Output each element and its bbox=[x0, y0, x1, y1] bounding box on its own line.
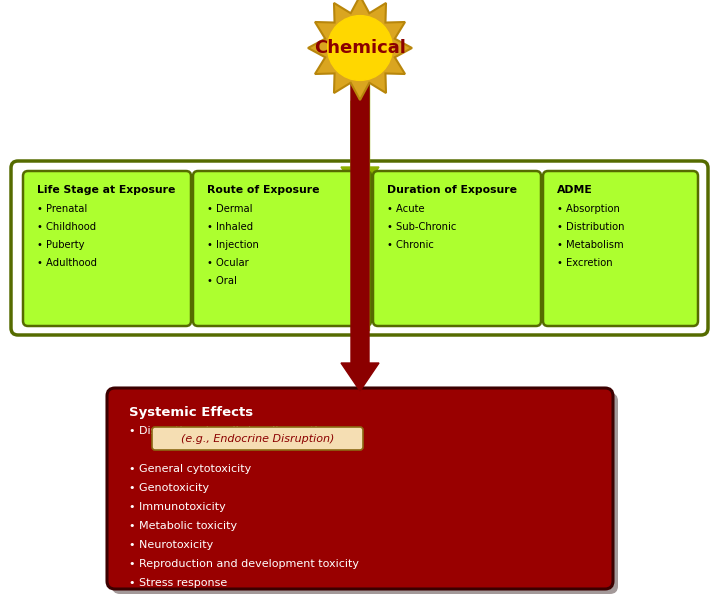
Text: • Absorption: • Absorption bbox=[557, 204, 620, 214]
Text: • Oral: • Oral bbox=[207, 276, 237, 286]
FancyBboxPatch shape bbox=[107, 388, 613, 589]
FancyBboxPatch shape bbox=[373, 171, 541, 326]
Text: • Genotoxicity: • Genotoxicity bbox=[129, 483, 209, 493]
Text: • Metabolic toxicity: • Metabolic toxicity bbox=[129, 521, 237, 531]
FancyBboxPatch shape bbox=[112, 393, 618, 594]
FancyBboxPatch shape bbox=[193, 171, 371, 326]
FancyBboxPatch shape bbox=[23, 171, 191, 326]
Text: • Reproduction and development toxicity: • Reproduction and development toxicity bbox=[129, 559, 359, 569]
Text: • Immunotoxicity: • Immunotoxicity bbox=[129, 502, 226, 512]
Text: Chemical: Chemical bbox=[314, 39, 406, 57]
Text: ADME: ADME bbox=[557, 185, 592, 195]
Text: • Prenatal: • Prenatal bbox=[37, 204, 87, 214]
Text: • Ocular: • Ocular bbox=[207, 258, 249, 268]
FancyArrow shape bbox=[351, 81, 369, 330]
Text: • Injection: • Injection bbox=[207, 240, 259, 250]
Text: Route of Exposure: Route of Exposure bbox=[207, 185, 319, 195]
Text: • Inhaled: • Inhaled bbox=[207, 222, 253, 232]
FancyArrow shape bbox=[341, 101, 379, 195]
Circle shape bbox=[328, 16, 393, 80]
Text: (e.g., Endocrine Disruption): (e.g., Endocrine Disruption) bbox=[180, 434, 334, 443]
Text: • Acute: • Acute bbox=[387, 204, 425, 214]
Text: • Childhood: • Childhood bbox=[37, 222, 96, 232]
Text: Duration of Exposure: Duration of Exposure bbox=[387, 185, 517, 195]
Text: • Disruptions in cell signaling pathways: • Disruptions in cell signaling pathways bbox=[129, 426, 350, 436]
Text: • Stress response: • Stress response bbox=[129, 578, 227, 588]
Text: • Chronic: • Chronic bbox=[387, 240, 434, 250]
Text: Life Stage at Exposure: Life Stage at Exposure bbox=[37, 185, 175, 195]
FancyBboxPatch shape bbox=[11, 161, 708, 335]
Text: Systemic Effects: Systemic Effects bbox=[129, 406, 253, 419]
Text: • Neurotoxicity: • Neurotoxicity bbox=[129, 540, 214, 550]
Polygon shape bbox=[308, 0, 412, 100]
Text: • Sub-Chronic: • Sub-Chronic bbox=[387, 222, 457, 232]
Text: • Puberty: • Puberty bbox=[37, 240, 85, 250]
Text: • General cytotoxicity: • General cytotoxicity bbox=[129, 464, 251, 474]
Text: • Metabolism: • Metabolism bbox=[557, 240, 623, 250]
Text: • Distribution: • Distribution bbox=[557, 222, 625, 232]
FancyBboxPatch shape bbox=[152, 427, 363, 450]
FancyBboxPatch shape bbox=[543, 171, 698, 326]
Text: • Adulthood: • Adulthood bbox=[37, 258, 97, 268]
FancyArrow shape bbox=[341, 81, 379, 391]
Text: • Dermal: • Dermal bbox=[207, 204, 252, 214]
Text: • Excretion: • Excretion bbox=[557, 258, 613, 268]
